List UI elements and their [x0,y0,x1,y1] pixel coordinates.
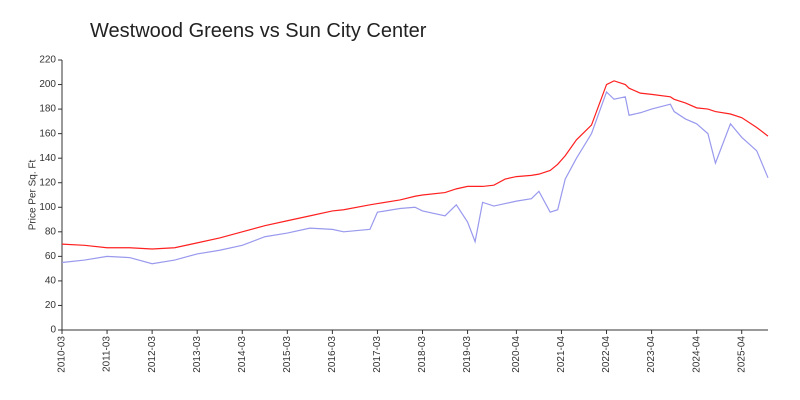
x-tick-label: 2021-04 [556,336,567,373]
y-tick-label: 60 [45,251,57,262]
x-tick-label: 2024-04 [691,336,702,373]
x-tick-label: 2019-03 [462,336,473,373]
y-tick-label: 200 [39,79,56,90]
x-tick-label: 2010-03 [57,336,68,373]
y-tick-label: 40 [45,276,57,287]
y-tick-label: 180 [39,104,56,115]
y-tick-label: 120 [39,177,56,188]
x-tick-label: 2016-03 [327,336,338,373]
x-tick-label: 2011-03 [102,336,113,372]
x-tick-label: 2023-04 [646,336,657,373]
x-tick-label: 2013-03 [192,336,203,373]
chart-title: Westwood Greens vs Sun City Center [90,20,427,42]
x-tick-label: 2022-04 [601,336,612,373]
y-tick-label: 220 [39,55,56,66]
y-tick-label: 100 [39,202,56,213]
y-tick-label: 140 [39,153,56,164]
y-tick-label: 20 [45,300,57,311]
x-tick-label: 2017-03 [372,336,383,373]
x-tick-label: 2020-04 [511,336,522,373]
x-tick-label: 2025-04 [736,336,747,373]
y-tick-label: 160 [39,128,56,139]
y-tick-label: 80 [45,226,57,237]
x-tick-label: 2012-03 [147,336,158,373]
line-series [61,90,769,265]
x-tick-label: 2014-03 [237,336,248,373]
x-tick-label: 2015-03 [282,336,293,373]
y-axis-label: Price Per Sq. Ft [28,159,39,230]
line-series [61,80,769,250]
y-tick-label: 0 [50,325,56,336]
x-tick-label: 2018-03 [417,336,428,373]
